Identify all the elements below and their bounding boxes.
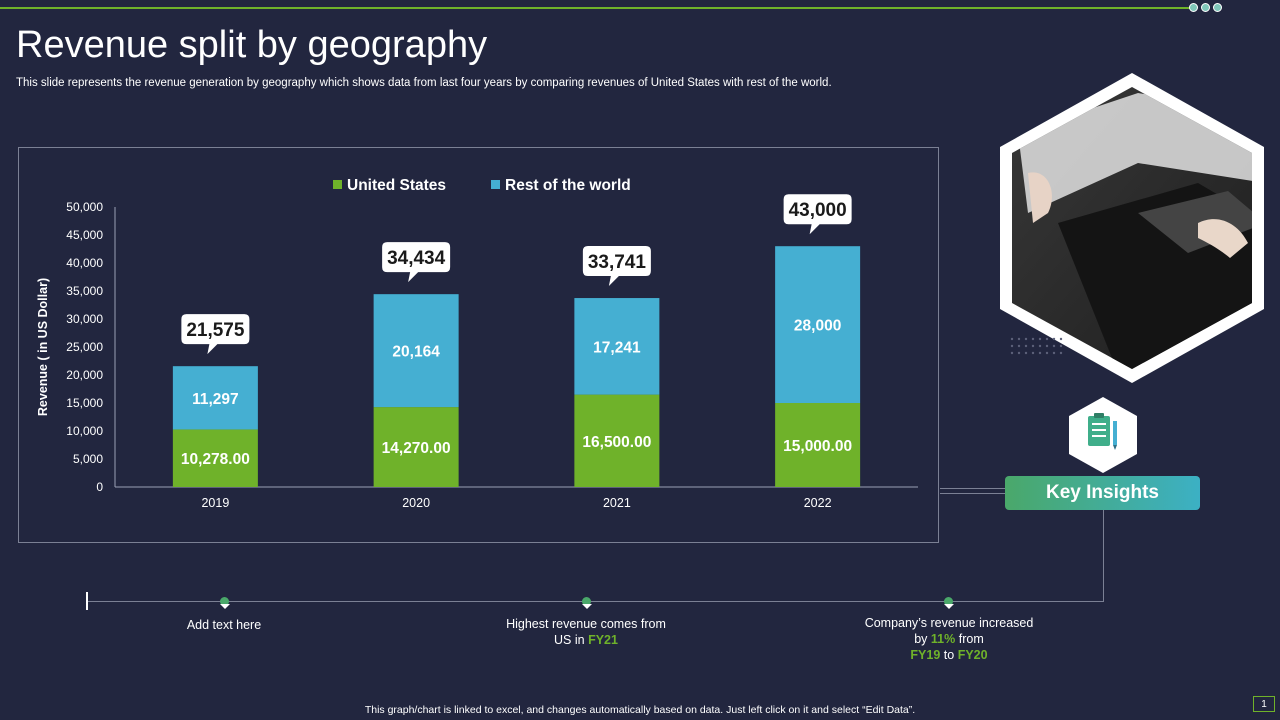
total-callout-bubble	[582, 246, 651, 287]
insight-3-from-year: FY19	[910, 648, 941, 662]
y-tick-label: 0	[96, 480, 103, 494]
insight-3-to-year: FY20	[957, 648, 988, 662]
insight-2-text: Highest revenue comes from US in	[506, 617, 666, 647]
x-tick-label: 2022	[804, 496, 832, 510]
bar-segment	[373, 294, 459, 408]
x-tick-label: 2019	[201, 496, 229, 510]
timeline-marker-3	[944, 597, 953, 606]
timeline-marker-2	[582, 597, 591, 606]
dot-grid-decoration	[1010, 337, 1063, 355]
total-callout-label: 33,741	[588, 252, 647, 273]
total-callout-bubble	[181, 314, 250, 355]
bar-data-label: 15,000.00	[783, 438, 852, 455]
footer-note: This graph/chart is linked to excel, and…	[364, 704, 916, 716]
bar-data-label: 17,241	[593, 339, 641, 356]
total-callout-bubble	[382, 242, 451, 283]
bar-segment	[172, 429, 258, 487]
dot-1	[1189, 3, 1198, 12]
x-tick-label: 2020	[402, 496, 430, 510]
bar-segment	[775, 403, 861, 487]
checklist-icon	[1067, 397, 1139, 473]
bar-segment	[574, 298, 660, 395]
y-tick-label: 40,000	[66, 256, 103, 270]
insight-3: Company’s revenue increased by 11% from …	[864, 615, 1034, 663]
y-tick-label: 15,000	[66, 396, 103, 410]
timeline-start-tick	[86, 592, 88, 610]
connector-vertical	[1103, 510, 1104, 601]
top-accent-line	[0, 7, 1192, 9]
revenue-chart[interactable]: 0 5,000 10,000 15,000 20,000 25,000 30,000 35,0…	[19, 148, 938, 542]
bar-data-label: 11,297	[192, 391, 239, 408]
y-tick-label: 5,000	[73, 452, 103, 466]
laptop-photo	[998, 73, 1266, 383]
x-tick-label: 2021	[603, 496, 631, 510]
bar-data-label: 10,278.00	[181, 451, 250, 468]
y-tick-label: 50,000	[66, 200, 103, 214]
insight-3-mid: from	[955, 632, 984, 646]
insight-2-highlight: FY21	[588, 633, 618, 647]
y-tick-label: 20,000	[66, 368, 103, 382]
slide-dots	[1189, 3, 1222, 12]
page-subtitle: This slide represents the revenue genera…	[16, 77, 832, 89]
page-title: Revenue split by geography	[16, 24, 488, 66]
legend-swatch	[491, 180, 500, 189]
total-callout-label: 34,434	[387, 248, 446, 269]
dot-2	[1201, 3, 1210, 12]
timeline-line	[87, 601, 1104, 602]
timeline-marker-1	[220, 597, 229, 606]
y-tick-label: 45,000	[66, 228, 103, 242]
bar-segment	[373, 407, 459, 487]
y-axis-title: Revenue ( in US Dollar)	[36, 278, 50, 416]
bar-segment	[574, 394, 660, 487]
bar-data-label: 28,000	[794, 318, 841, 335]
y-tick-label: 30,000	[66, 312, 103, 326]
key-insights-button[interactable]: Key Insights	[1005, 476, 1200, 510]
chart-frame[interactable]: 0 5,000 10,000 15,000 20,000 25,000 30,000 35,0…	[18, 147, 939, 543]
insight-1: Add text here	[144, 617, 304, 633]
legend-swatch	[333, 180, 342, 189]
total-callout-label: 43,000	[789, 200, 847, 221]
timeline-chevron-1	[220, 604, 230, 609]
total-callout-bubble	[783, 194, 852, 235]
timeline-chevron-3	[944, 604, 954, 609]
insight-3-to: to	[940, 648, 958, 662]
connector-chart-to-button-2	[940, 493, 1005, 494]
connector-chart-to-button-1	[940, 488, 1005, 489]
legend-label: Rest of the world	[505, 177, 631, 194]
page-number: 1	[1253, 696, 1275, 712]
insight-3-percent: 11%	[930, 632, 956, 646]
y-tick-label: 35,000	[66, 284, 103, 298]
y-tick-label: 10,000	[66, 424, 103, 438]
bar-segment	[775, 246, 861, 403]
insight-1-text: Add text here	[186, 618, 262, 632]
insight-3-text: Company’s revenue increased by	[864, 616, 1034, 646]
timeline-chevron-2	[582, 604, 592, 609]
bar-data-label: 20,164	[392, 344, 440, 361]
bar-data-label: 16,500.00	[582, 434, 651, 451]
bar-segment	[172, 366, 258, 430]
legend-label: United States	[347, 177, 446, 194]
dot-3	[1213, 3, 1222, 12]
bar-data-label: 14,270.00	[382, 440, 451, 457]
insight-2: Highest revenue comes from US in FY21	[496, 616, 676, 648]
y-tick-label: 25,000	[66, 340, 103, 354]
total-callout-label: 21,575	[186, 320, 245, 341]
